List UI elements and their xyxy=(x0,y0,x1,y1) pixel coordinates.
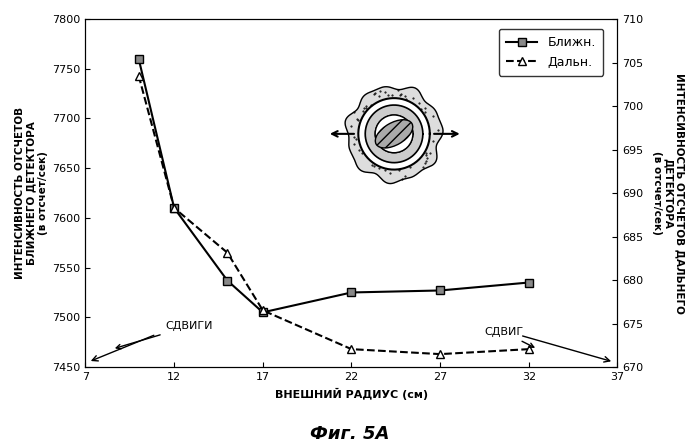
Text: СДВИГ: СДВИГ xyxy=(484,327,534,347)
Legend: Ближн., Дальн.: Ближн., Дальн. xyxy=(498,29,603,76)
X-axis label: ВНЕШНИЙ РАДИУС (см): ВНЕШНИЙ РАДИУС (см) xyxy=(275,388,428,400)
Text: СДВИГИ: СДВИГИ xyxy=(116,321,213,349)
Y-axis label: ИНТЕНСИВНОСТЬ ОТСЧЕТОВ ДАЛЬНЕГО
ДЕТЕКТОРА
(в отсчет/сек): ИНТЕНСИВНОСТЬ ОТСЧЕТОВ ДАЛЬНЕГО ДЕТЕКТОР… xyxy=(652,73,685,314)
Y-axis label: ИНТЕНСИВНОСТЬ ОТСЧЕТОВ
БЛИЖНЕГО ДЕТЕКТОРА
(в отсчет/сек): ИНТЕНСИВНОСТЬ ОТСЧЕТОВ БЛИЖНЕГО ДЕТЕКТОР… xyxy=(15,107,48,279)
Text: Фиг. 5A: Фиг. 5A xyxy=(310,425,390,441)
